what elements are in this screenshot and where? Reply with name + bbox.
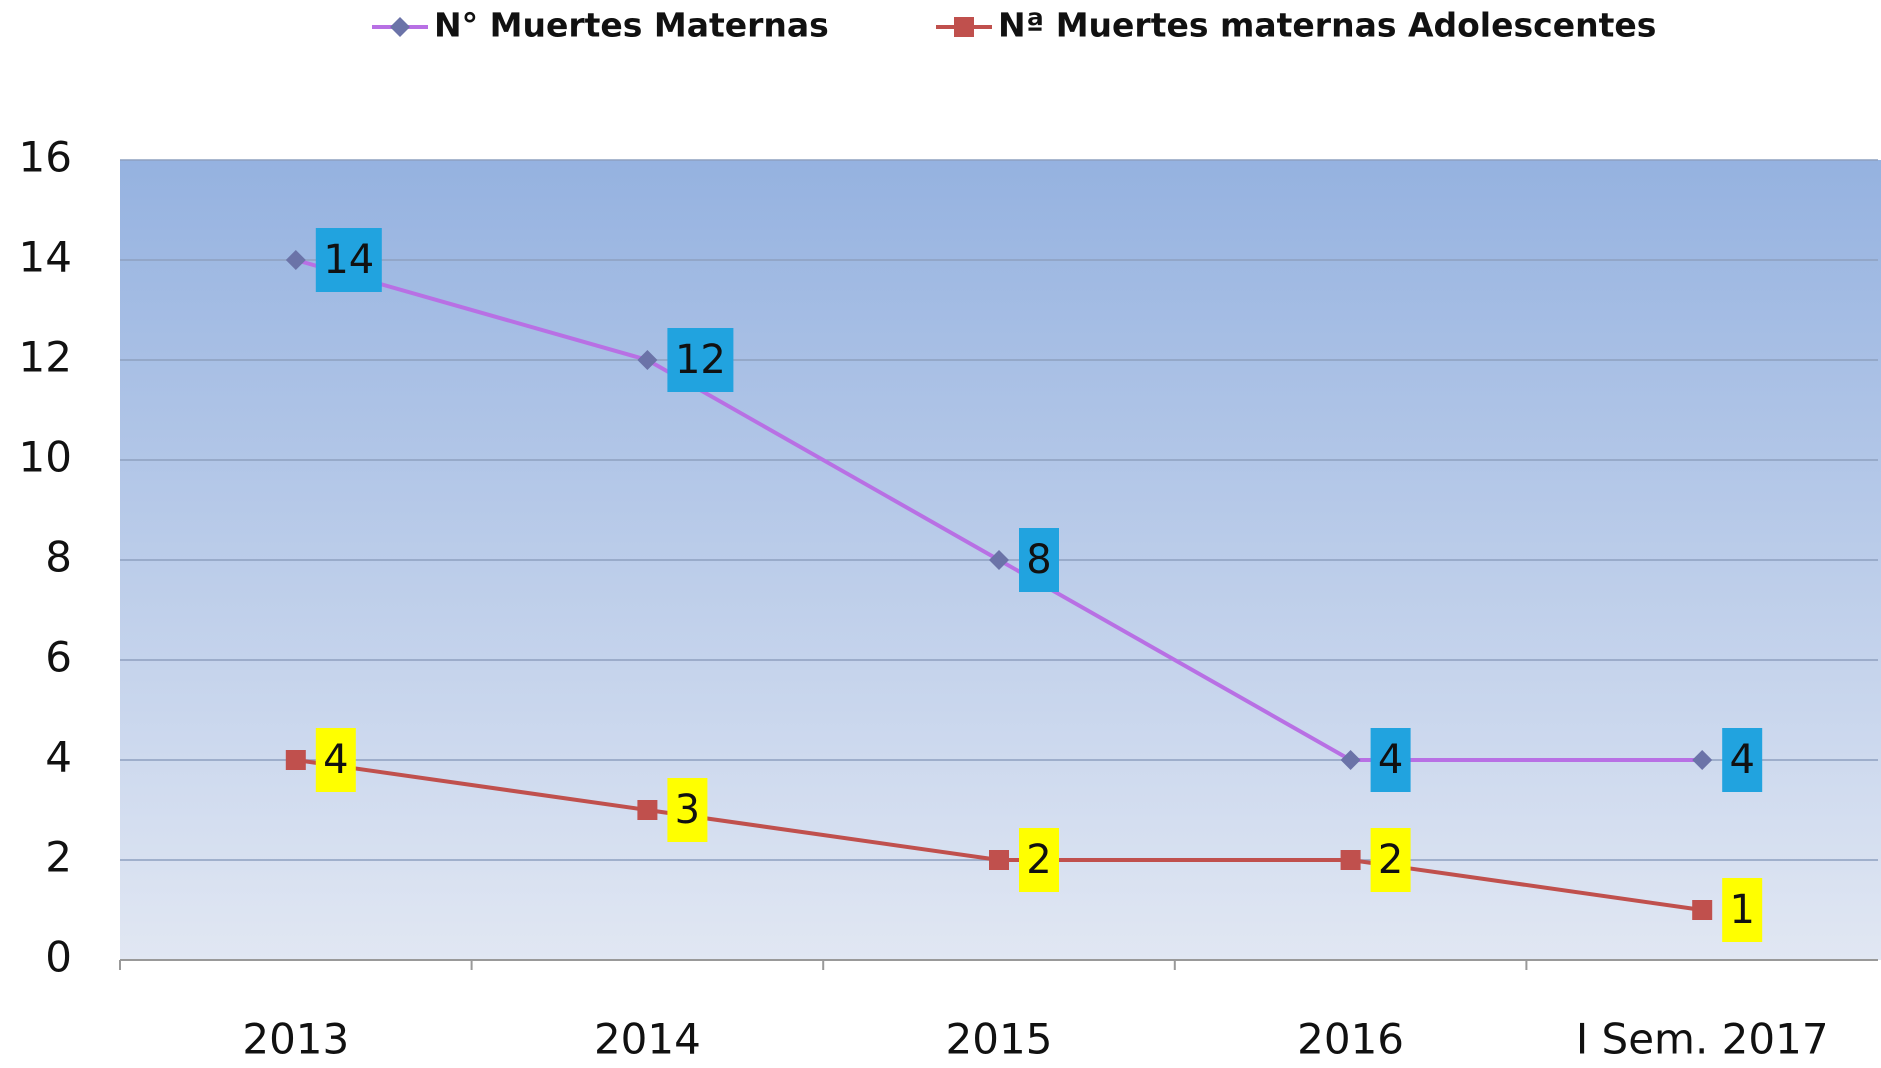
- data-label-box: [1019, 528, 1059, 592]
- data-label: 14: [323, 237, 374, 283]
- data-label-box: [315, 728, 356, 792]
- y-tick-label: 2: [45, 833, 72, 882]
- data-label: 1: [1729, 887, 1754, 933]
- data-label: 2: [1026, 837, 1051, 883]
- x-tick-label: 2015: [946, 1015, 1053, 1064]
- marker: [390, 17, 410, 37]
- x-tick-label: I Sem. 2017: [1576, 1015, 1829, 1064]
- data-label-box: [667, 328, 734, 392]
- data-label: 8: [1026, 537, 1051, 583]
- x-tick-label: 2014: [594, 1015, 701, 1064]
- marker: [285, 750, 306, 770]
- y-tick-label: 8: [45, 533, 72, 582]
- marker: [637, 350, 658, 370]
- marker: [285, 250, 306, 270]
- y-tick-label: 4: [45, 733, 72, 782]
- marker: [954, 17, 974, 37]
- marker: [1692, 900, 1713, 920]
- marker: [1340, 850, 1361, 870]
- data-label: 2: [1378, 837, 1403, 883]
- data-label-box: [1722, 878, 1763, 942]
- data-label-box: [1370, 728, 1411, 792]
- marker: [989, 850, 1009, 870]
- legend-label: N° Muertes Maternas: [434, 6, 829, 45]
- y-tick-label: 6: [45, 633, 72, 682]
- data-label-box: [1370, 828, 1411, 892]
- data-label-box: [667, 778, 708, 842]
- data-label-box: [315, 228, 382, 292]
- data-label: 4: [323, 737, 348, 783]
- marker: [637, 800, 658, 820]
- y-tick-label: 12: [19, 333, 72, 382]
- legend-label: Nª Muertes maternas Adolescentes: [998, 6, 1656, 45]
- y-tick-label: 14: [19, 233, 72, 282]
- marker: [1692, 750, 1713, 770]
- data-label-box: [1722, 728, 1763, 792]
- y-tick-label: 10: [19, 433, 72, 482]
- data-label: 12: [675, 337, 726, 383]
- marker: [989, 550, 1009, 570]
- y-tick-label: 0: [45, 933, 72, 982]
- data-label: 4: [1378, 737, 1403, 783]
- data-label: 4: [1729, 737, 1754, 783]
- data-label-box: [1019, 828, 1059, 892]
- x-tick-label: 2016: [1297, 1015, 1404, 1064]
- marker: [1340, 750, 1361, 770]
- x-tick-label: 2013: [242, 1015, 349, 1064]
- data-label: 3: [675, 787, 700, 833]
- y-tick-label: 16: [19, 133, 72, 182]
